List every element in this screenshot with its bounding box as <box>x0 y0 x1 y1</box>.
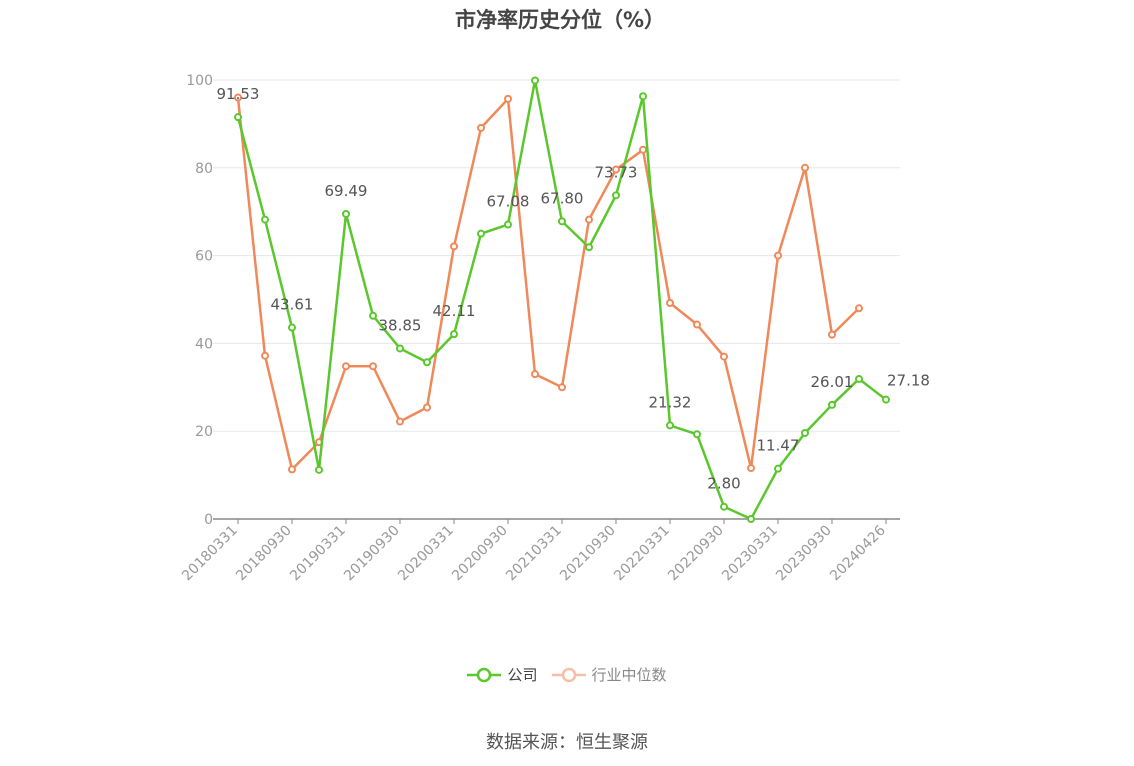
data-point-industry <box>558 383 566 392</box>
x-tick-label: 20180331 <box>179 523 241 585</box>
data-point-industry <box>288 465 296 474</box>
data-point-industry <box>396 417 404 426</box>
data-label-company: 42.11 <box>433 302 476 320</box>
data-label-company: 69.49 <box>325 182 368 200</box>
x-tick-label: 20210331 <box>503 523 565 585</box>
data-point-company <box>747 515 755 523</box>
data-point-company <box>531 76 539 85</box>
data-point-company <box>774 464 782 473</box>
data-point-company <box>342 209 350 218</box>
data-label-company: 2.80 <box>707 475 740 493</box>
data-point-industry <box>774 251 782 260</box>
x-tick-label: 20230930 <box>773 523 835 585</box>
source-note: 数据来源：恒生聚源 <box>486 732 648 753</box>
data-point-company <box>315 465 323 474</box>
data-label-company: 91.53 <box>217 85 260 103</box>
data-point-company <box>234 113 242 122</box>
data-label-company: 73.73 <box>595 163 638 181</box>
data-point-company <box>612 191 620 200</box>
data-point-company <box>450 330 458 339</box>
x-tick-label: 20180930 <box>233 523 295 585</box>
data-point-company <box>585 243 593 252</box>
data-point-company <box>639 92 647 101</box>
x-tick-label: 20240426 <box>827 522 889 584</box>
data-point-industry <box>639 145 647 154</box>
data-point-company <box>693 430 701 439</box>
legend-company-label: 公司 <box>507 666 538 684</box>
legend-item-company[interactable]: 公司 <box>467 664 538 685</box>
legend-item-industry[interactable]: 行业中位数 <box>551 664 667 685</box>
data-point-company <box>558 217 566 226</box>
x-tick-label: 20190930 <box>341 523 403 585</box>
data-label-company: 27.18 <box>887 372 930 390</box>
data-point-company <box>666 421 674 430</box>
data-point-industry <box>504 94 512 103</box>
data-point-company <box>828 400 836 409</box>
data-point-industry <box>828 330 836 339</box>
data-point-industry <box>369 362 377 371</box>
x-tick-label: 20210930 <box>557 523 619 585</box>
data-label-company: 11.47 <box>757 437 800 455</box>
chart-title: 市净率历史分位（%） <box>454 8 666 32</box>
data-point-industry <box>855 304 863 313</box>
data-point-industry <box>585 215 593 224</box>
x-tick-label: 20220331 <box>611 523 673 585</box>
data-point-industry <box>693 320 701 329</box>
data-point-company <box>369 311 377 320</box>
data-point-company <box>801 428 809 437</box>
data-point-industry <box>450 242 458 251</box>
x-tick-label: 20200930 <box>449 523 511 585</box>
data-point-company <box>477 229 485 238</box>
data-point-company <box>261 215 269 224</box>
data-point-company <box>423 358 431 367</box>
x-tick-label: 20200331 <box>395 523 457 585</box>
data-point-company <box>882 395 890 404</box>
legend-company-swatch-icon <box>467 667 502 682</box>
data-point-company <box>288 323 296 332</box>
y-tick-label: 0 <box>204 512 213 528</box>
y-tick-label: 100 <box>186 73 213 89</box>
data-label-company: 21.32 <box>649 393 692 411</box>
x-tick-label: 20190331 <box>287 523 349 585</box>
y-tick-label: 20 <box>195 424 213 440</box>
data-point-company <box>396 344 404 353</box>
x-tick-label: 20220930 <box>665 523 727 585</box>
data-label-company: 38.85 <box>379 316 422 334</box>
data-point-industry <box>720 352 728 361</box>
x-tick-label: 20230331 <box>719 523 781 585</box>
data-label-company: 26.01 <box>811 373 854 391</box>
legend: 公司 行业中位数 <box>0 664 1134 685</box>
data-label-company: 67.08 <box>487 193 530 211</box>
data-label-company: 67.80 <box>541 189 584 207</box>
data-point-industry <box>801 163 809 172</box>
data-point-industry <box>531 370 539 379</box>
y-tick-label: 40 <box>195 336 213 352</box>
data-point-industry <box>342 362 350 371</box>
y-tick-label: 60 <box>195 249 213 265</box>
data-label-company: 43.61 <box>271 296 314 314</box>
data-point-company <box>504 220 512 229</box>
data-point-company <box>855 374 863 383</box>
data-point-industry <box>612 165 620 174</box>
y-tick-label: 80 <box>195 161 213 177</box>
data-point-company <box>720 502 728 511</box>
data-point-industry <box>423 403 431 412</box>
data-point-industry <box>747 464 755 473</box>
data-point-industry <box>234 93 242 102</box>
series-line-industry <box>236 97 860 471</box>
legend-industry-label: 行业中位数 <box>591 666 667 684</box>
legend-industry-swatch-icon <box>551 667 586 682</box>
data-point-industry <box>666 299 674 308</box>
data-point-industry <box>477 123 485 132</box>
data-point-industry <box>261 351 269 360</box>
